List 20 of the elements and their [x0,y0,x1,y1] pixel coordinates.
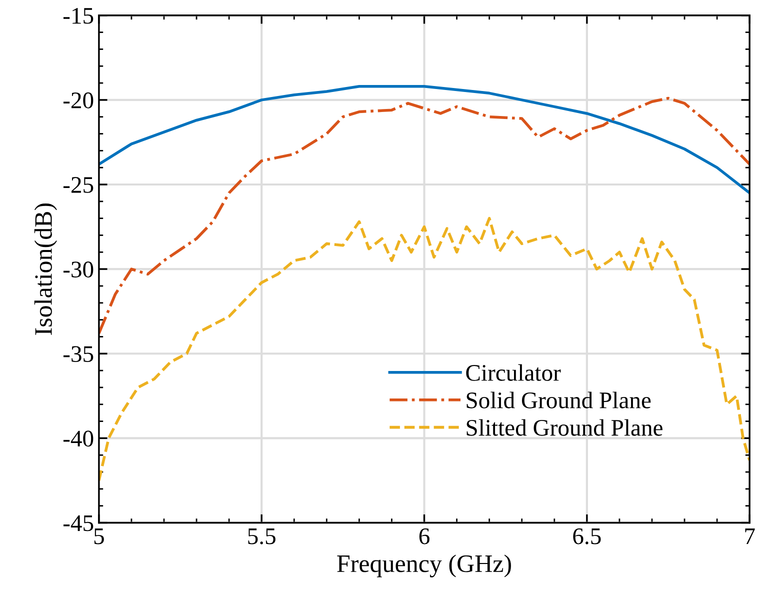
y-tick-label: -20 [63,92,94,108]
y-tick-label: -40 [63,430,94,447]
x-tick-label: 5 [94,528,104,544]
line-series [98,96,750,335]
y-tick-label: -30 [63,262,94,278]
legend-label: Circulator [466,364,561,381]
x-tick-label: 5.5 [248,528,276,544]
legend-label: Slitted Ground Plane [466,419,662,436]
y-tick-label: -35 [63,346,94,362]
y-axis-title: Isolation(dB) [34,204,58,335]
legend-label: Solid Ground Plane [466,392,651,408]
y-tick-label: -25 [63,177,94,193]
y-tick-label: -45 [63,515,94,532]
line-series [98,85,750,194]
x-axis-title: Frequency (GHz) [337,554,511,578]
x-tick-label: 6 [419,528,430,544]
y-tick-label: -15 [63,8,94,24]
x-tick-label: 6.5 [573,528,601,544]
x-tick-label: 7 [745,528,755,544]
line-series [98,216,750,482]
